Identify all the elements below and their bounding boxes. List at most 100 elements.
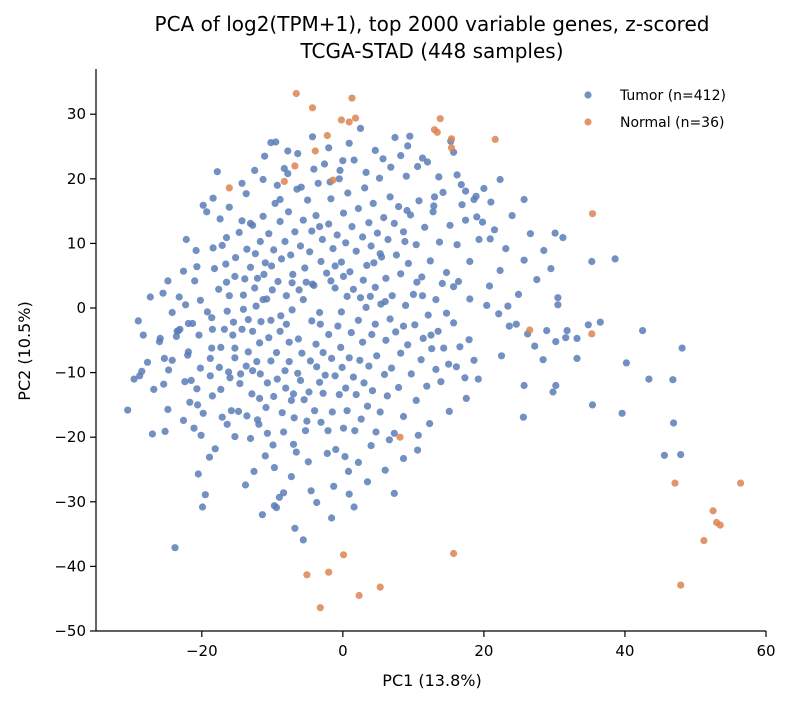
- y-tick-label: 20: [67, 170, 86, 188]
- tumor-point: [349, 373, 357, 381]
- tumor-point: [395, 203, 403, 211]
- tumor-point: [223, 420, 231, 428]
- tumor-point: [348, 223, 356, 231]
- tumor-point: [263, 295, 271, 303]
- tumor-point: [280, 164, 288, 173]
- tumor-point: [248, 390, 256, 398]
- tumor-point: [412, 241, 420, 249]
- tumor-point: [181, 378, 189, 386]
- tumor-point: [261, 452, 269, 460]
- tumor-point: [324, 427, 332, 435]
- tumor-point: [337, 308, 345, 316]
- tumor-point: [419, 334, 427, 342]
- tumor-point: [359, 338, 367, 346]
- normal-point: [709, 507, 717, 515]
- tumor-point: [669, 376, 677, 384]
- tumor-point: [238, 325, 246, 333]
- tumor-point: [222, 260, 230, 268]
- tumor-point: [249, 327, 257, 335]
- tumor-point: [386, 193, 394, 201]
- tumor-point: [314, 179, 322, 187]
- tumor-point: [454, 277, 463, 286]
- tumor-point: [440, 344, 448, 352]
- tumor-point: [235, 228, 243, 236]
- tumor-point: [311, 407, 319, 415]
- tumor-point: [196, 364, 204, 372]
- tumor-point: [284, 208, 293, 216]
- tumor-point: [335, 391, 343, 399]
- tumor-point: [367, 242, 375, 250]
- tumor-point: [282, 320, 290, 328]
- tumor-point: [268, 262, 276, 270]
- tumor-point: [164, 405, 172, 413]
- tumor-point: [270, 246, 278, 254]
- tumor-point: [350, 156, 358, 164]
- tumor-point: [496, 175, 504, 184]
- normal-point: [588, 330, 596, 338]
- tumor-point: [282, 292, 290, 300]
- tumor-point: [352, 391, 360, 399]
- tumor-point: [325, 144, 333, 152]
- tumor-point: [430, 193, 439, 201]
- tumor-point: [313, 498, 321, 507]
- series-tumor: [124, 124, 686, 552]
- normal-point: [355, 591, 363, 600]
- tumor-point: [274, 277, 282, 286]
- y-tick-label: −10: [54, 364, 86, 382]
- tumor-point: [242, 190, 250, 198]
- tumor-point: [301, 264, 309, 272]
- tumor-point: [363, 478, 372, 486]
- tumor-point: [375, 174, 384, 182]
- tumor-point: [432, 296, 440, 304]
- tumor-point: [339, 424, 348, 432]
- tumor-point: [273, 375, 281, 383]
- tumor-point: [270, 464, 278, 472]
- tumor-point: [334, 322, 342, 330]
- tumor-point: [380, 370, 389, 379]
- normal-point: [348, 94, 356, 102]
- tumor-point: [323, 269, 331, 277]
- tumor-point: [208, 325, 216, 333]
- tumor-point: [203, 208, 211, 216]
- tumor-point: [257, 318, 265, 326]
- tumor-point: [280, 489, 288, 497]
- tumor-point: [302, 278, 310, 286]
- x-ticks: −20 0 20 40 60: [186, 631, 776, 660]
- tumor-point: [381, 298, 389, 306]
- tumor-point: [160, 380, 168, 388]
- tumor-point: [231, 344, 239, 352]
- tumor-point: [182, 235, 190, 244]
- tumor-point: [277, 255, 286, 263]
- tumor-point: [208, 392, 216, 400]
- tumor-point: [276, 217, 284, 226]
- tumor-point: [284, 147, 292, 155]
- tumor-point: [356, 124, 365, 132]
- normal-point: [450, 549, 458, 558]
- normal-point: [737, 479, 745, 487]
- x-tick-label: 60: [756, 642, 775, 660]
- tumor-point: [288, 279, 296, 287]
- tumor-point: [387, 364, 396, 372]
- tumor-point: [294, 369, 302, 377]
- tumor-point: [234, 407, 243, 415]
- tumor-point: [367, 442, 375, 450]
- tumor-point: [342, 384, 350, 392]
- tumor-point: [543, 327, 551, 335]
- tumor-point: [404, 259, 412, 267]
- tumor-point: [547, 265, 555, 273]
- x-tick-label: 40: [615, 642, 634, 660]
- tumor-point: [310, 281, 318, 289]
- tumor-point: [611, 255, 619, 263]
- tumor-point: [365, 362, 373, 370]
- tumor-point: [316, 320, 324, 328]
- tumor-point: [368, 387, 377, 395]
- tumor-point: [439, 188, 447, 196]
- tumor-point: [325, 330, 333, 339]
- tumor-point: [442, 268, 451, 277]
- tumor-point: [359, 276, 367, 284]
- tumor-point: [299, 536, 307, 544]
- tumor-point: [321, 371, 329, 379]
- tumor-point: [289, 440, 298, 448]
- tumor-point: [203, 308, 211, 316]
- tumor-point: [526, 230, 535, 238]
